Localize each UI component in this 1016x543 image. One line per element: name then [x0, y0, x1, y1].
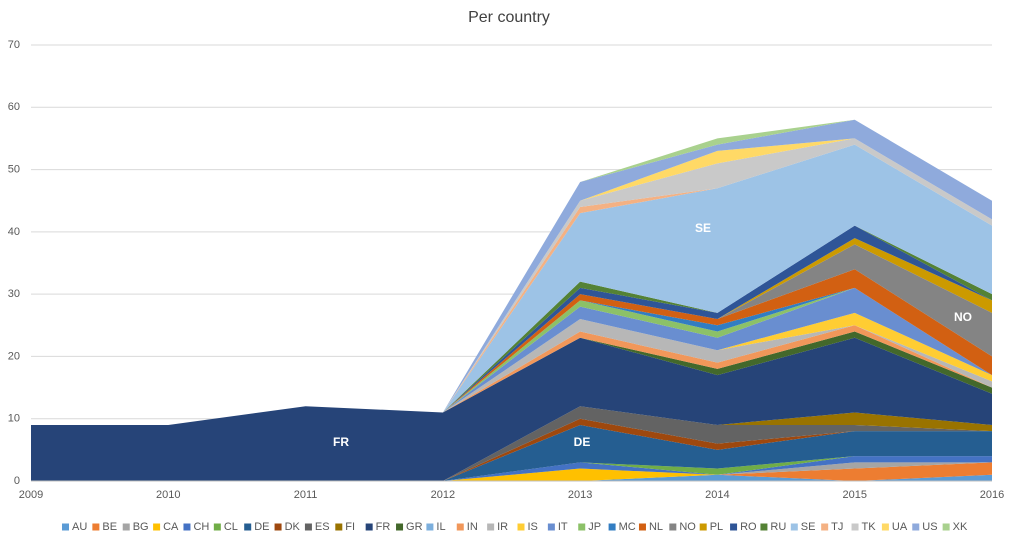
legend-swatch — [183, 523, 191, 531]
x-tick-label: 2012 — [431, 489, 455, 501]
area — [31, 456, 992, 481]
legend-label: ES — [315, 521, 330, 533]
legend-label: GR — [406, 521, 423, 533]
legend-label: BG — [133, 521, 149, 533]
annotation: NO — [954, 310, 972, 324]
legend-label: UA — [892, 521, 908, 533]
legend-label: FR — [376, 521, 391, 533]
legend-swatch — [912, 523, 920, 531]
y-tick-label: 40 — [8, 226, 20, 238]
legend-swatch — [335, 523, 343, 531]
annotation: SE — [695, 221, 711, 235]
y-tick-label: 30 — [8, 288, 20, 300]
legend-label: US — [922, 521, 937, 533]
area — [31, 325, 992, 425]
area — [31, 119, 992, 425]
legend-swatch — [578, 523, 586, 531]
legend-swatch — [638, 523, 646, 531]
y-tick-label: 10 — [8, 413, 20, 425]
legend-label: BE — [102, 521, 117, 533]
y-tick-label: 0 — [14, 475, 20, 487]
legend-swatch — [153, 523, 161, 531]
x-tick-label: 2013 — [568, 489, 592, 501]
area — [31, 462, 992, 481]
legend-swatch — [122, 523, 130, 531]
legend-label: RU — [770, 521, 786, 533]
legend-label: AU — [72, 521, 87, 533]
x-tick-label: 2015 — [842, 489, 866, 501]
area — [31, 144, 992, 425]
area — [31, 424, 992, 481]
legend-swatch — [790, 523, 798, 531]
legend-label: IN — [467, 521, 478, 533]
legend-label: FI — [345, 521, 355, 533]
area — [31, 138, 992, 425]
legend-swatch — [699, 523, 707, 531]
legend-swatch — [244, 523, 252, 531]
x-tick-label: 2014 — [705, 489, 729, 501]
x-tick-label: 2009 — [19, 489, 43, 501]
y-tick-label: 50 — [8, 163, 20, 175]
legend-swatch — [942, 523, 950, 531]
legend-swatch — [730, 523, 738, 531]
legend-label: XK — [953, 521, 968, 533]
area — [31, 462, 992, 481]
x-tick-label: 2011 — [294, 489, 318, 501]
y-tick-label: 60 — [8, 101, 20, 113]
legend-swatch — [304, 523, 312, 531]
legend-label: SE — [801, 521, 816, 533]
x-tick-label: 2016 — [980, 489, 1004, 501]
area — [31, 474, 992, 481]
legend-label: NO — [679, 521, 696, 533]
legend-label: NL — [649, 521, 663, 533]
legend-label: IS — [528, 521, 538, 533]
legend-label: DE — [254, 521, 269, 533]
legend-swatch — [851, 523, 859, 531]
legend-swatch — [487, 523, 495, 531]
area — [31, 319, 992, 425]
legend-label: IR — [497, 521, 508, 533]
x-tick-label: 2010 — [156, 489, 180, 501]
legend-swatch — [396, 523, 404, 531]
legend-label: TJ — [831, 521, 843, 533]
legend-swatch — [274, 523, 282, 531]
legend-label: TK — [862, 521, 877, 533]
legend-label: IL — [436, 521, 445, 533]
area — [31, 462, 992, 481]
annotation: DE — [574, 435, 591, 449]
legend-swatch — [213, 523, 221, 531]
y-tick-label: 20 — [8, 350, 20, 362]
legend-label: JP — [588, 521, 601, 533]
legend-swatch — [669, 523, 677, 531]
legend-swatch — [365, 523, 373, 531]
legend-swatch — [517, 523, 525, 531]
area — [31, 337, 992, 481]
legend-swatch — [92, 523, 100, 531]
legend-swatch — [760, 523, 768, 531]
y-tick-label: 70 — [8, 39, 20, 51]
legend-swatch — [456, 523, 464, 531]
area — [31, 287, 992, 425]
legend-label: MC — [619, 521, 636, 533]
legend-swatch — [821, 523, 829, 531]
legend-label: PL — [710, 521, 723, 533]
legend-swatch — [426, 523, 434, 531]
legend-swatch — [608, 523, 616, 531]
legend-label: RO — [740, 521, 757, 533]
legend-label: DK — [285, 521, 301, 533]
chart-title: Per country — [468, 9, 550, 26]
legend-label: IT — [558, 521, 568, 533]
legend-label: CA — [163, 521, 179, 533]
legend-swatch — [62, 523, 69, 531]
legend-label: CL — [224, 521, 238, 533]
legend-swatch — [881, 523, 889, 531]
annotation: FR — [333, 435, 349, 449]
legend-label: CH — [193, 521, 209, 533]
area — [31, 406, 992, 481]
legend-swatch — [547, 523, 555, 531]
area — [31, 269, 992, 425]
